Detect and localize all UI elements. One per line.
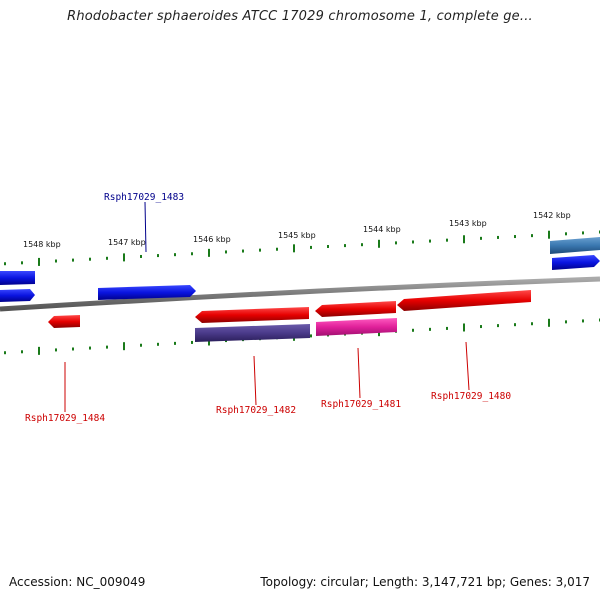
gene-feature-rsph17029-1480[interactable] (397, 290, 531, 311)
scale-label: 1548 kbp (23, 240, 61, 249)
gene-feature[interactable] (0, 289, 35, 302)
scale-label: 1544 kbp (363, 225, 401, 234)
scale-ticks-outer (4, 230, 600, 266)
gene-label-rsph17029-1483[interactable]: Rsph17029_1483 (104, 192, 184, 203)
label-leaders (64, 201, 470, 412)
gene-feature-rsph17029-1483[interactable] (98, 285, 196, 300)
chromosome-backbone (0, 276, 600, 312)
gene-feature-rsph17029-1482[interactable] (195, 307, 309, 323)
gene-label-rsph17029-1482[interactable]: Rsph17029_1482 (216, 405, 296, 416)
gene-label-rsph17029-1480[interactable]: Rsph17029_1480 (431, 391, 511, 402)
scale-label: 1542 kbp (533, 211, 571, 220)
gene-feature[interactable] (552, 255, 600, 270)
scale-labels: 1548 kbp 1547 kbp 1546 kbp 1545 kbp 1544… (23, 211, 571, 249)
map-title: Rhodobacter sphaeroides ATCC 17029 chrom… (67, 9, 533, 24)
feature-magenta[interactable] (316, 318, 397, 336)
gene-label-rsph17029-1481[interactable]: Rsph17029_1481 (321, 399, 401, 410)
scale-label: 1547 kbp (108, 238, 146, 247)
scale-label: 1545 kbp (278, 231, 316, 240)
topology-label: Topology: circular; Length: 3,147,721 bp… (260, 575, 590, 589)
scale-label: 1546 kbp (193, 235, 231, 244)
feature-purple[interactable] (195, 324, 310, 342)
gene-feature-rsph17029-1481[interactable] (315, 301, 396, 317)
accession-label: Accession: NC_009049 (9, 575, 146, 589)
gene-feature-rsph17029-1484[interactable] (48, 315, 80, 328)
gene-label-rsph17029-1484[interactable]: Rsph17029_1484 (25, 413, 105, 424)
gene-feature[interactable] (550, 237, 600, 254)
scale-label: 1543 kbp (449, 219, 487, 228)
gene-feature[interactable] (0, 271, 35, 285)
